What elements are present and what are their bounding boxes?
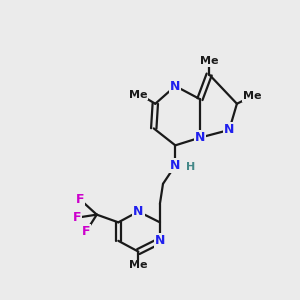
Text: N: N bbox=[170, 80, 181, 92]
Text: F: F bbox=[73, 211, 81, 224]
Text: Me: Me bbox=[129, 260, 148, 271]
Text: F: F bbox=[82, 225, 90, 238]
Text: Me: Me bbox=[200, 56, 218, 66]
Text: Me: Me bbox=[243, 91, 262, 101]
Text: N: N bbox=[195, 131, 205, 144]
Text: H: H bbox=[186, 162, 195, 172]
Text: N: N bbox=[224, 123, 234, 136]
Text: N: N bbox=[170, 159, 181, 172]
Text: N: N bbox=[155, 234, 165, 247]
Text: F: F bbox=[76, 193, 84, 206]
Text: Me: Me bbox=[129, 89, 148, 100]
Text: N: N bbox=[133, 205, 143, 218]
